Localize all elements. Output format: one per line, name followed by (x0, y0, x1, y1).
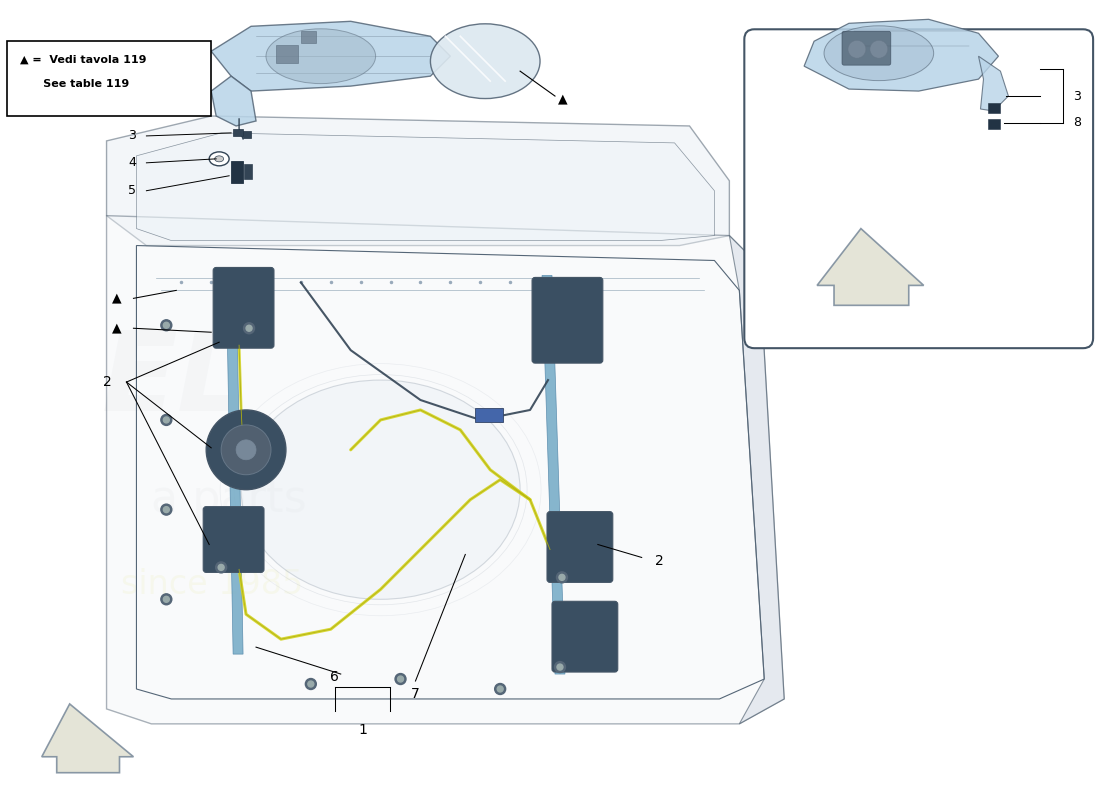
Text: 3: 3 (1074, 90, 1081, 102)
Circle shape (495, 683, 506, 694)
Circle shape (221, 425, 271, 474)
Ellipse shape (241, 380, 520, 599)
Circle shape (397, 676, 404, 682)
Circle shape (161, 414, 172, 426)
Bar (989, 119, 1000, 129)
Text: See table 119: See table 119 (20, 79, 129, 89)
Text: since 1985: since 1985 (121, 568, 304, 601)
Circle shape (163, 596, 169, 602)
Polygon shape (979, 56, 1009, 111)
Circle shape (557, 664, 563, 670)
Ellipse shape (430, 24, 540, 98)
Circle shape (306, 678, 317, 690)
Ellipse shape (266, 29, 375, 84)
Circle shape (497, 686, 503, 692)
Text: 4: 4 (129, 156, 136, 170)
Circle shape (161, 320, 172, 330)
Text: 6: 6 (330, 670, 339, 684)
Circle shape (163, 506, 169, 513)
FancyBboxPatch shape (745, 30, 1093, 348)
FancyBboxPatch shape (7, 42, 211, 116)
Bar (243, 131, 251, 138)
Bar (301, 31, 316, 43)
Polygon shape (817, 229, 924, 306)
Polygon shape (107, 116, 729, 246)
Bar (244, 164, 252, 178)
Text: 3: 3 (129, 130, 136, 142)
Bar (233, 129, 243, 136)
Polygon shape (542, 275, 565, 674)
Ellipse shape (824, 26, 934, 81)
FancyBboxPatch shape (532, 278, 603, 363)
FancyBboxPatch shape (842, 31, 891, 65)
Bar (276, 46, 298, 63)
Circle shape (559, 574, 565, 580)
Circle shape (163, 417, 169, 423)
Circle shape (554, 662, 565, 673)
Circle shape (557, 572, 568, 583)
Text: ▲: ▲ (112, 322, 121, 334)
Circle shape (308, 681, 314, 687)
Ellipse shape (214, 156, 223, 162)
FancyBboxPatch shape (547, 512, 613, 582)
Circle shape (848, 40, 866, 58)
Text: 7: 7 (411, 687, 420, 701)
Text: ▲ =  Vedi tavola 119: ▲ = Vedi tavola 119 (20, 54, 146, 64)
Bar (989, 103, 1000, 113)
Text: 5: 5 (129, 184, 136, 198)
Circle shape (161, 594, 172, 605)
Circle shape (216, 562, 227, 573)
Text: ▲: ▲ (112, 292, 121, 305)
Text: 2: 2 (654, 554, 663, 569)
Circle shape (395, 674, 406, 685)
Circle shape (246, 326, 252, 331)
Circle shape (163, 322, 169, 328)
Text: 8: 8 (1074, 117, 1081, 130)
Text: a parts: a parts (152, 478, 307, 521)
FancyBboxPatch shape (552, 602, 618, 672)
Ellipse shape (209, 152, 229, 166)
Polygon shape (729, 235, 784, 724)
FancyBboxPatch shape (204, 506, 264, 572)
Circle shape (218, 565, 224, 570)
Polygon shape (211, 76, 256, 126)
Bar (475, 408, 503, 422)
Polygon shape (136, 133, 714, 241)
Polygon shape (107, 216, 784, 724)
Circle shape (206, 410, 286, 490)
Circle shape (870, 40, 888, 58)
Text: EL: EL (101, 326, 249, 434)
Text: ▲: ▲ (558, 93, 568, 106)
Polygon shape (42, 704, 133, 773)
Polygon shape (227, 270, 243, 654)
FancyBboxPatch shape (213, 267, 274, 348)
Bar (231, 161, 243, 182)
Circle shape (161, 504, 172, 515)
Polygon shape (211, 22, 450, 91)
Circle shape (243, 322, 254, 334)
Text: 1: 1 (359, 723, 367, 737)
Text: 2: 2 (102, 375, 111, 389)
Polygon shape (804, 19, 999, 91)
Circle shape (236, 440, 256, 460)
